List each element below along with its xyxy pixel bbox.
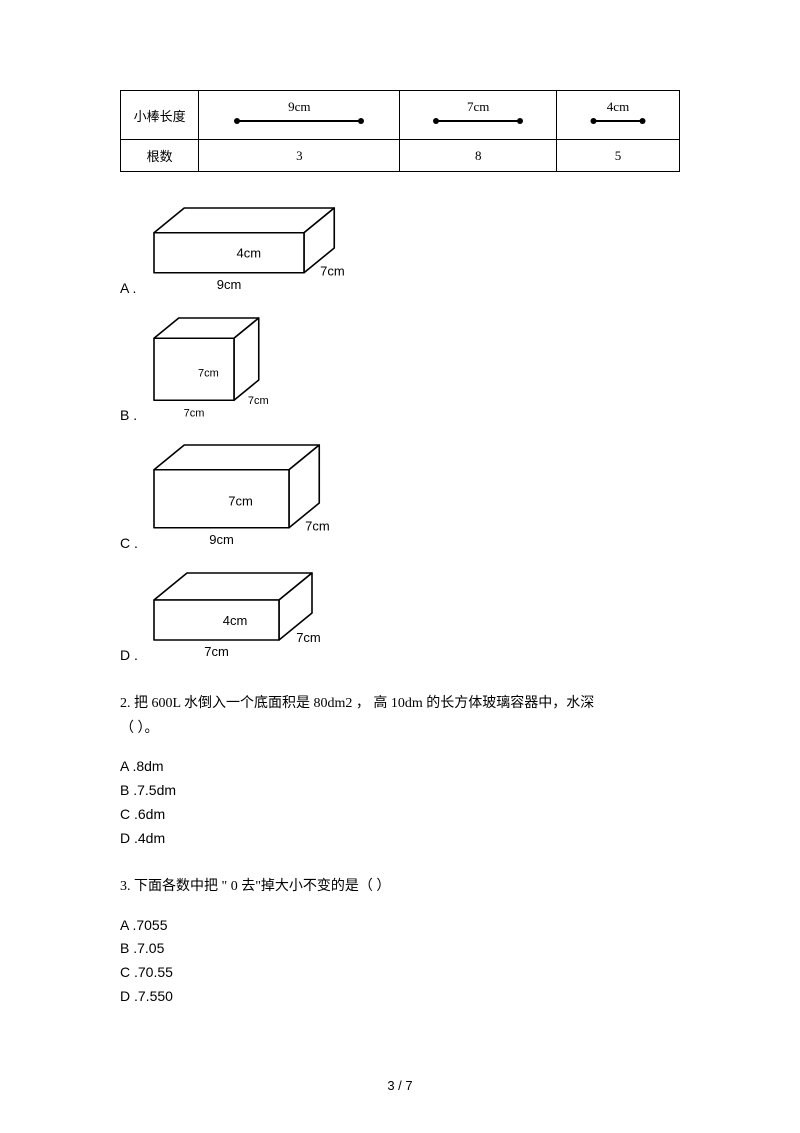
count-0: 3 bbox=[199, 140, 400, 172]
label-width: 7cm bbox=[204, 644, 229, 659]
label-height: 4cm bbox=[223, 613, 248, 628]
option-letter: B . bbox=[120, 407, 148, 427]
cuboid-icon: 7cm 9cm 7cm bbox=[148, 439, 359, 550]
sticks-table: 小棒长度 9cm 7cm 4cm bbox=[120, 90, 680, 172]
q3-opt-b: B .7.05 bbox=[120, 937, 680, 961]
cuboid-diagram: 7cm 9cm 7cm bbox=[148, 439, 359, 555]
option-letter: C . bbox=[120, 535, 148, 555]
table-row1-label: 小棒长度 bbox=[121, 91, 199, 140]
q2-line2: （ ）。 bbox=[120, 716, 680, 741]
question-3: 3. 下面各数中把 " 0 去"掉大小不变的是（ ） bbox=[120, 874, 680, 899]
stick-line-2 bbox=[591, 117, 646, 125]
option-letter: D . bbox=[120, 647, 148, 667]
count-2: 5 bbox=[557, 140, 680, 172]
label-width: 9cm bbox=[209, 532, 234, 547]
q2-line1: 2. 把 600L 水倒入一个底面积是 80dm2 ， 高 10dm 的长方体玻… bbox=[120, 691, 680, 716]
label-width: 7cm bbox=[184, 407, 205, 419]
label-height: 7cm bbox=[198, 367, 219, 379]
table-row2-label: 根数 bbox=[121, 140, 199, 172]
q2-options: A .8dm B .7.5dm C .6dm D .4dm bbox=[120, 755, 680, 850]
option-row-d: D . 4cm 7cm 7cm bbox=[120, 567, 680, 667]
stick-cell-4cm: 4cm bbox=[557, 91, 680, 140]
q3-line1: 3. 下面各数中把 " 0 去"掉大小不变的是（ ） bbox=[120, 874, 680, 899]
stick-label-1: 7cm bbox=[467, 99, 489, 115]
q2-opt-a: A .8dm bbox=[120, 755, 680, 779]
label-depth: 7cm bbox=[296, 630, 321, 645]
stick-label-0: 9cm bbox=[288, 99, 310, 115]
stick-cell-7cm: 7cm bbox=[400, 91, 557, 140]
option-row-a: A . 4cm 9cm 7cm bbox=[120, 202, 680, 300]
cuboid-diagram: 4cm 9cm 7cm bbox=[148, 202, 374, 300]
stick-line-1 bbox=[433, 117, 523, 125]
q2-opt-d: D .4dm bbox=[120, 827, 680, 851]
stick-label-2: 4cm bbox=[607, 99, 629, 115]
label-depth: 7cm bbox=[248, 395, 269, 407]
q2-opt-c: C .6dm bbox=[120, 803, 680, 827]
cuboid-icon: 4cm 9cm 7cm bbox=[148, 202, 374, 295]
cuboid-icon: 7cm 7cm 7cm bbox=[148, 312, 299, 422]
q3-options: A .7055 B .7.05 C .70.55 D .7.550 bbox=[120, 914, 680, 1009]
question-2: 2. 把 600L 水倒入一个底面积是 80dm2 ， 高 10dm 的长方体玻… bbox=[120, 691, 680, 741]
label-depth: 7cm bbox=[320, 263, 345, 278]
option-row-b: B . 7cm 7cm 7cm bbox=[120, 312, 680, 427]
stick-line-0 bbox=[234, 117, 364, 125]
q3-opt-d: D .7.550 bbox=[120, 985, 680, 1009]
stick-cell-9cm: 9cm bbox=[199, 91, 400, 140]
label-depth: 7cm bbox=[305, 518, 330, 533]
cuboid-diagram: 7cm 7cm 7cm bbox=[148, 312, 299, 427]
q3-opt-a: A .7055 bbox=[120, 914, 680, 938]
label-width: 9cm bbox=[217, 277, 242, 292]
q2-opt-b: B .7.5dm bbox=[120, 779, 680, 803]
label-height: 7cm bbox=[228, 494, 253, 509]
option-letter: A . bbox=[120, 280, 148, 300]
q3-opt-c: C .70.55 bbox=[120, 961, 680, 985]
label-height: 4cm bbox=[237, 246, 262, 261]
cuboid-options: A . 4cm 9cm 7cm B . 7cm 7cm 7cm C . 7cm … bbox=[120, 202, 680, 667]
cuboid-icon: 4cm 7cm 7cm bbox=[148, 567, 352, 662]
option-row-c: C . 7cm 9cm 7cm bbox=[120, 439, 680, 555]
cuboid-diagram: 4cm 7cm 7cm bbox=[148, 567, 352, 667]
count-1: 8 bbox=[400, 140, 557, 172]
page-number: 3 / 7 bbox=[0, 1078, 800, 1093]
